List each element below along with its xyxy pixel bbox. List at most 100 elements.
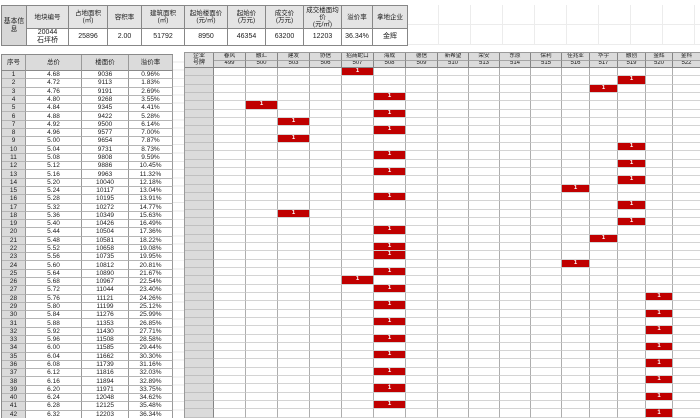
round-floor-price-cell[interactable]: 11585 — [82, 344, 129, 353]
bid-cell[interactable] — [562, 384, 590, 393]
bid-cell[interactable] — [406, 409, 438, 418]
bid-row-label-cell[interactable] — [185, 151, 214, 160]
bid-cell[interactable] — [438, 176, 469, 185]
bid-cell[interactable] — [278, 284, 310, 293]
round-index-cell[interactable]: 24 — [2, 261, 26, 270]
bid-cell[interactable] — [406, 334, 438, 343]
bid-cell[interactable] — [531, 68, 562, 77]
bid-cell[interactable] — [590, 159, 618, 168]
bid-cell[interactable] — [469, 359, 500, 368]
bid-cell[interactable] — [246, 226, 278, 235]
bid-cell[interactable] — [406, 326, 438, 335]
bid-cell[interactable] — [562, 409, 590, 418]
bid-cell-marked[interactable]: 1 — [646, 359, 673, 368]
bid-cell[interactable] — [406, 376, 438, 385]
bid-cell[interactable] — [531, 359, 562, 368]
info-header-cell[interactable]: 起始楼面价 (元/㎡) — [185, 6, 228, 29]
bid-cell[interactable] — [342, 234, 374, 243]
bid-row-label-cell[interactable] — [185, 84, 214, 93]
bid-cell[interactable] — [278, 151, 310, 160]
bid-cell[interactable] — [406, 234, 438, 243]
bid-cell[interactable] — [246, 342, 278, 352]
round-floor-price-cell[interactable]: 9500 — [82, 120, 129, 129]
bid-cell[interactable] — [438, 68, 469, 77]
bid-cell-marked[interactable]: 1 — [374, 384, 406, 393]
round-floor-price-cell[interactable]: 9808 — [82, 153, 129, 163]
bid-row-label-cell[interactable] — [185, 292, 214, 302]
bid-cell[interactable] — [562, 126, 590, 135]
bid-cell[interactable] — [214, 301, 246, 310]
bid-cell[interactable] — [342, 92, 374, 102]
bid-cell[interactable] — [438, 292, 469, 302]
bid-cell[interactable] — [673, 234, 700, 243]
bid-cell[interactable] — [500, 192, 531, 202]
round-total-cell[interactable]: 5.20 — [26, 178, 82, 187]
bid-cell[interactable] — [438, 167, 469, 177]
round-floor-price-cell[interactable]: 10735 — [82, 253, 129, 262]
bid-cell[interactable] — [500, 326, 531, 335]
bid-cell[interactable] — [590, 409, 618, 418]
bid-row-label-cell[interactable] — [185, 134, 214, 143]
bid-cell-marked[interactable]: 1 — [374, 126, 406, 135]
bid-cell[interactable] — [590, 367, 618, 377]
round-index-cell[interactable]: 12 — [2, 162, 26, 171]
bid-cell[interactable] — [214, 226, 246, 235]
round-total-cell[interactable]: 5.24 — [26, 186, 82, 196]
round-index-cell[interactable]: 3 — [2, 87, 26, 96]
bid-row-label-cell[interactable] — [185, 276, 214, 285]
bid-cell[interactable] — [342, 259, 374, 268]
bid-cell[interactable] — [469, 409, 500, 418]
bid-cell[interactable] — [590, 342, 618, 352]
bid-cell[interactable] — [278, 334, 310, 343]
bid-cell[interactable] — [646, 267, 673, 277]
bid-cell[interactable] — [278, 359, 310, 368]
round-index-cell[interactable]: 5 — [2, 104, 26, 113]
bid-cell[interactable] — [531, 392, 562, 402]
bid-row-label-cell[interactable] — [185, 201, 214, 210]
bid-cell[interactable] — [342, 109, 374, 118]
bid-cell[interactable] — [342, 167, 374, 177]
info-header-cell[interactable]: 溢价率 — [342, 6, 373, 29]
bid-cell[interactable] — [500, 409, 531, 418]
bid-cell[interactable] — [673, 334, 700, 343]
round-floor-price-cell[interactable]: 9731 — [82, 145, 129, 154]
round-premium-cell[interactable]: 36.34% — [129, 410, 173, 418]
company-name-cell[interactable]: 华宇 — [590, 53, 618, 61]
bid-cell[interactable] — [310, 209, 342, 218]
bid-cell[interactable] — [590, 301, 618, 310]
bid-cell[interactable] — [562, 234, 590, 243]
bid-cell-marked[interactable]: 1 — [618, 217, 646, 227]
bid-row-label-cell[interactable] — [185, 376, 214, 385]
bid-cell[interactable] — [246, 259, 278, 268]
bid-cell[interactable] — [406, 226, 438, 235]
bid-cell[interactable] — [310, 334, 342, 343]
round-premium-cell[interactable]: 32.03% — [129, 369, 173, 378]
round-total-cell[interactable]: 5.36 — [26, 211, 82, 221]
round-premium-cell[interactable]: 4.41% — [129, 104, 173, 113]
bid-cell[interactable] — [562, 301, 590, 310]
round-index-cell[interactable]: 8 — [2, 128, 26, 138]
bid-cell[interactable] — [278, 234, 310, 243]
round-index-cell[interactable]: 14 — [2, 178, 26, 187]
bid-cell-marked[interactable]: 1 — [374, 167, 406, 177]
bid-row-label-cell[interactable] — [185, 217, 214, 227]
bid-cell-marked[interactable]: 1 — [646, 342, 673, 352]
bid-row-label-cell[interactable] — [185, 259, 214, 268]
bid-cell[interactable] — [562, 317, 590, 327]
bid-cell[interactable] — [214, 326, 246, 335]
bid-cell[interactable] — [214, 201, 246, 210]
round-premium-cell[interactable]: 18.22% — [129, 236, 173, 245]
round-floor-price-cell[interactable]: 9963 — [82, 170, 129, 179]
bid-cell[interactable] — [646, 101, 673, 110]
company-plate-cell[interactable]: 520 — [646, 60, 673, 68]
bid-cell[interactable] — [590, 184, 618, 193]
bid-cell[interactable] — [618, 267, 646, 277]
bid-cell[interactable] — [500, 226, 531, 235]
bid-cell[interactable] — [406, 151, 438, 160]
bid-cell[interactable] — [278, 109, 310, 118]
bid-cell[interactable] — [342, 334, 374, 343]
bid-cell[interactable] — [374, 159, 406, 168]
round-premium-cell[interactable]: 26.85% — [129, 319, 173, 328]
bid-cell-marked[interactable]: 1 — [374, 267, 406, 277]
bid-cell[interactable] — [214, 234, 246, 243]
